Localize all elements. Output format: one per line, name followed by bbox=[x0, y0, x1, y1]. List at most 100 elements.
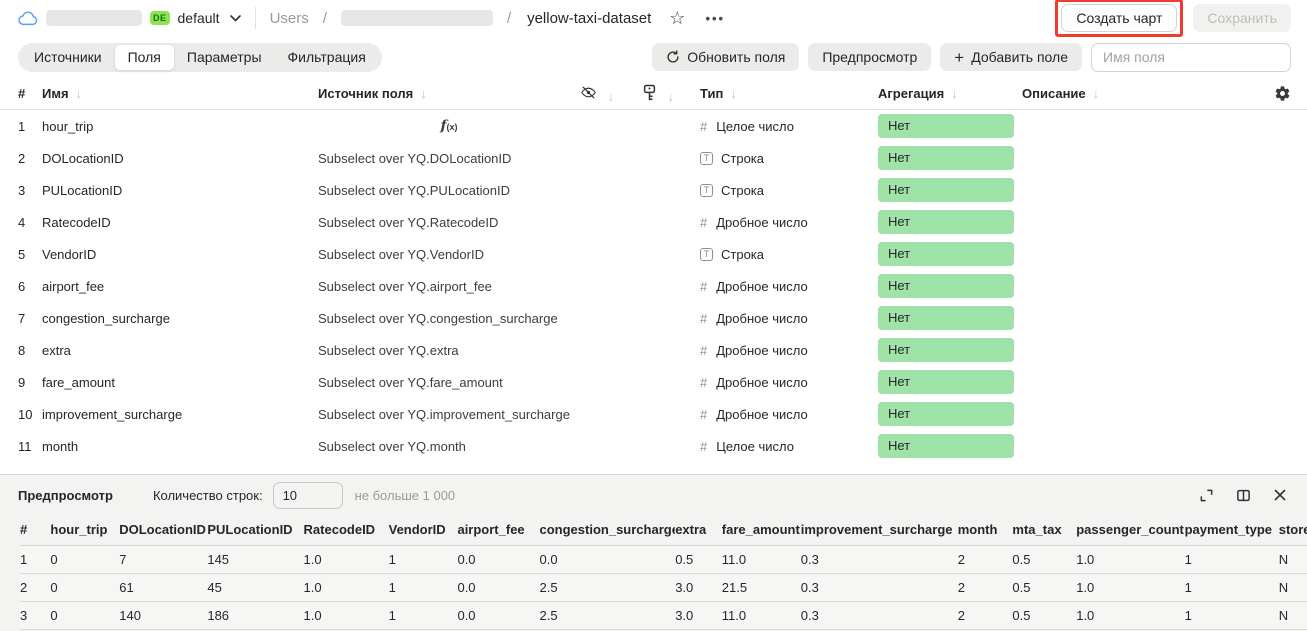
field-source[interactable]: Subselect over YQ.month bbox=[318, 438, 466, 454]
field-type[interactable]: # Целое число bbox=[700, 118, 794, 134]
field-aggregation[interactable]: Нет bbox=[878, 370, 1022, 394]
close-preview-button[interactable] bbox=[1271, 486, 1289, 504]
aggregation-pill[interactable]: Нет bbox=[878, 242, 1014, 266]
aggregation-pill[interactable]: Нет bbox=[878, 370, 1014, 394]
expand-preview-button[interactable] bbox=[1197, 486, 1216, 505]
field-aggregation[interactable]: Нет bbox=[878, 242, 1022, 266]
aggregation-pill[interactable]: Нет bbox=[878, 338, 1014, 362]
field-name-search-input[interactable] bbox=[1091, 42, 1291, 72]
field-source[interactable]: Subselect over YQ.DOLocationID bbox=[318, 150, 512, 166]
redacted-breadcrumb-item[interactable] bbox=[340, 10, 493, 26]
field-row[interactable]: 5 VendorID Subselect over YQ.VendorID T … bbox=[0, 238, 1307, 270]
col-description[interactable]: Описание ↓ bbox=[1022, 86, 1100, 101]
field-row[interactable]: 11 month Subselect over YQ.month # Целое… bbox=[0, 430, 1307, 462]
field-name[interactable]: fare_amount bbox=[42, 374, 115, 390]
field-row[interactable]: 1 hour_trip f(x) # Целое число Нет bbox=[0, 110, 1307, 142]
field-source[interactable]: Subselect over YQ.PULocationID bbox=[318, 182, 510, 198]
col-key[interactable]: ↓ bbox=[642, 84, 700, 104]
field-aggregation[interactable]: Нет bbox=[878, 274, 1022, 298]
tab-fields[interactable]: Поля bbox=[114, 44, 174, 70]
field-type[interactable]: T Строка bbox=[700, 247, 878, 262]
field-source[interactable]: Subselect over YQ.VendorID bbox=[318, 246, 484, 262]
field-aggregation[interactable]: Нет bbox=[878, 306, 1022, 330]
field-aggregation[interactable]: Нет bbox=[878, 338, 1022, 362]
preview-cell: 2 bbox=[957, 601, 1013, 630]
aggregation-pill[interactable]: Нет bbox=[878, 178, 1014, 202]
field-name[interactable]: PULocationID bbox=[42, 182, 123, 198]
aggregation-pill[interactable]: Нет bbox=[878, 210, 1014, 234]
field-source[interactable]: Subselect over YQ.fare_amount bbox=[318, 374, 503, 390]
aggregation-pill[interactable]: Нет bbox=[878, 114, 1014, 138]
field-type[interactable]: T Строка bbox=[700, 183, 878, 198]
field-row[interactable]: 4 RatecodeID Subselect over YQ.RatecodeI… bbox=[0, 206, 1307, 238]
field-name[interactable]: hour_trip bbox=[42, 118, 94, 134]
add-field-button[interactable]: + Добавить поле bbox=[940, 43, 1082, 71]
field-type[interactable]: T Строка bbox=[700, 151, 878, 166]
chevron-down-icon[interactable] bbox=[229, 14, 241, 22]
field-name[interactable]: month bbox=[42, 438, 79, 454]
field-name[interactable]: extra bbox=[42, 342, 71, 358]
field-name[interactable]: DOLocationID bbox=[42, 150, 124, 166]
field-type[interactable]: # Дробное число bbox=[700, 342, 808, 358]
field-name[interactable]: airport_fee bbox=[42, 278, 105, 294]
field-source[interactable]: Subselect over YQ.RatecodeID bbox=[318, 214, 499, 230]
field-aggregation[interactable]: Нет bbox=[878, 402, 1022, 426]
field-type[interactable]: # Целое число bbox=[700, 438, 794, 454]
split-panel-icon bbox=[1237, 489, 1250, 501]
aggregation-pill[interactable]: Нет bbox=[878, 402, 1014, 426]
field-source[interactable]: f(x) bbox=[318, 118, 580, 134]
favorite-star-icon[interactable]: ☆ bbox=[669, 8, 686, 28]
field-type[interactable]: # Дробное число bbox=[700, 214, 808, 230]
field-aggregation[interactable]: Нет bbox=[878, 434, 1022, 458]
refresh-fields-button[interactable]: Обновить поля bbox=[652, 43, 800, 71]
tab-sources[interactable]: Источники bbox=[34, 48, 102, 65]
sort-arrow-icon: ↓ bbox=[1092, 86, 1100, 101]
col-name[interactable]: Имя ↓ bbox=[42, 86, 83, 101]
field-type[interactable]: # Дробное число bbox=[700, 278, 808, 294]
env-selector[interactable]: default bbox=[177, 10, 220, 26]
aggregation-pill[interactable]: Нет bbox=[878, 434, 1014, 458]
col-visibility[interactable]: ↓ bbox=[580, 84, 642, 104]
create-chart-button[interactable]: Создать чарт bbox=[1061, 4, 1178, 32]
field-aggregation[interactable]: Нет bbox=[878, 114, 1022, 138]
field-name[interactable]: RatecodeID bbox=[42, 214, 111, 230]
col-type[interactable]: Тип ↓ bbox=[700, 86, 737, 101]
field-source[interactable]: Subselect over YQ.congestion_surcharge bbox=[318, 310, 558, 326]
field-name[interactable]: VendorID bbox=[42, 246, 97, 262]
field-type[interactable]: # Дробное число bbox=[700, 374, 808, 390]
field-aggregation[interactable]: Нет bbox=[878, 146, 1022, 170]
field-source[interactable]: Subselect over YQ.improvement_surcharge bbox=[318, 406, 570, 422]
annotation-highlight-box: Создать чарт bbox=[1055, 0, 1184, 37]
col-aggregation[interactable]: Агрегация ↓ bbox=[878, 86, 958, 101]
field-row[interactable]: 2 DOLocationID Subselect over YQ.DOLocat… bbox=[0, 142, 1307, 174]
field-name[interactable]: improvement_surcharge bbox=[42, 406, 183, 422]
split-view-button[interactable] bbox=[1234, 486, 1253, 505]
field-aggregation[interactable]: Нет bbox=[878, 210, 1022, 234]
field-aggregation[interactable]: Нет bbox=[878, 178, 1022, 202]
field-row[interactable]: 7 congestion_surcharge Subselect over YQ… bbox=[0, 302, 1307, 334]
col-source[interactable]: Источник поля ↓ bbox=[318, 86, 427, 101]
aggregation-pill[interactable]: Нет bbox=[878, 306, 1014, 330]
field-type[interactable]: # Дробное число bbox=[700, 310, 808, 326]
redacted-folder-name[interactable] bbox=[46, 10, 142, 26]
aggregation-pill[interactable]: Нет bbox=[878, 146, 1014, 170]
tab-filtering[interactable]: Фильтрация bbox=[287, 48, 366, 65]
field-source[interactable]: Subselect over YQ.extra bbox=[318, 342, 459, 358]
breadcrumb-root[interactable]: Users bbox=[269, 9, 309, 27]
aggregation-pill[interactable]: Нет bbox=[878, 274, 1014, 298]
field-source[interactable]: Subselect over YQ.airport_fee bbox=[318, 278, 492, 294]
save-button[interactable]: Сохранить bbox=[1193, 4, 1291, 32]
preview-title: Предпросмотр bbox=[18, 487, 113, 503]
preview-button[interactable]: Предпросмотр bbox=[808, 43, 932, 71]
field-row[interactable]: 3 PULocationID Subselect over YQ.PULocat… bbox=[0, 174, 1307, 206]
tab-parameters[interactable]: Параметры bbox=[186, 48, 262, 65]
field-name[interactable]: congestion_surcharge bbox=[42, 310, 170, 326]
field-row[interactable]: 10 improvement_surcharge Subselect over … bbox=[0, 398, 1307, 430]
field-row[interactable]: 6 airport_fee Subselect over YQ.airport_… bbox=[0, 270, 1307, 302]
field-type[interactable]: # Дробное число bbox=[700, 406, 808, 422]
field-row[interactable]: 8 extra Subselect over YQ.extra # Дробно… bbox=[0, 334, 1307, 366]
table-settings-gear-icon[interactable] bbox=[1274, 85, 1291, 102]
more-actions-icon[interactable]: ••• bbox=[705, 10, 726, 26]
field-row[interactable]: 9 fare_amount Subselect over YQ.fare_amo… bbox=[0, 366, 1307, 398]
rows-count-input[interactable] bbox=[272, 481, 343, 509]
